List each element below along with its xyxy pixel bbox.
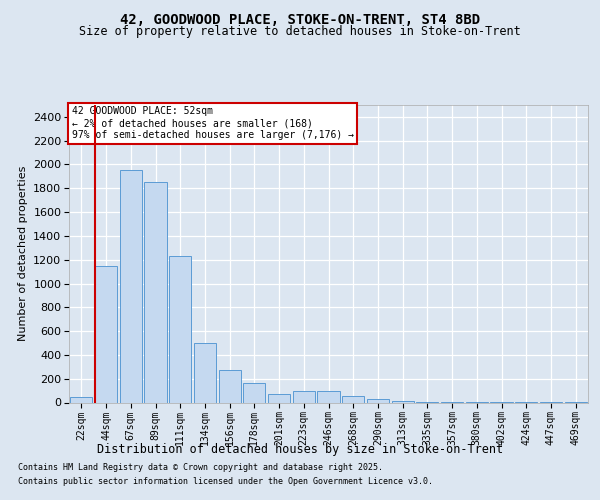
Text: 42, GOODWOOD PLACE, STOKE-ON-TRENT, ST4 8BD: 42, GOODWOOD PLACE, STOKE-ON-TRENT, ST4 … [120, 12, 480, 26]
Bar [194, 343, 216, 402]
Text: Size of property relative to detached houses in Stoke-on-Trent: Size of property relative to detached ho… [79, 25, 521, 38]
Text: Distribution of detached houses by size in Stoke-on-Trent: Distribution of detached houses by size … [97, 442, 503, 456]
Bar [169, 256, 191, 402]
Y-axis label: Number of detached properties: Number of detached properties [17, 166, 28, 342]
Text: Contains HM Land Registry data © Crown copyright and database right 2025.: Contains HM Land Registry data © Crown c… [18, 464, 383, 472]
Text: Contains public sector information licensed under the Open Government Licence v3: Contains public sector information licen… [18, 477, 433, 486]
Bar [119, 170, 142, 402]
Text: 42 GOODWOOD PLACE: 52sqm
← 2% of detached houses are smaller (168)
97% of semi-d: 42 GOODWOOD PLACE: 52sqm ← 2% of detache… [71, 106, 353, 140]
Bar [145, 182, 167, 402]
Bar [218, 370, 241, 402]
Bar [268, 394, 290, 402]
Bar [317, 390, 340, 402]
Bar [367, 399, 389, 402]
Bar [342, 396, 364, 402]
Bar [95, 266, 117, 402]
Bar [293, 390, 315, 402]
Bar [70, 396, 92, 402]
Bar [243, 384, 265, 402]
